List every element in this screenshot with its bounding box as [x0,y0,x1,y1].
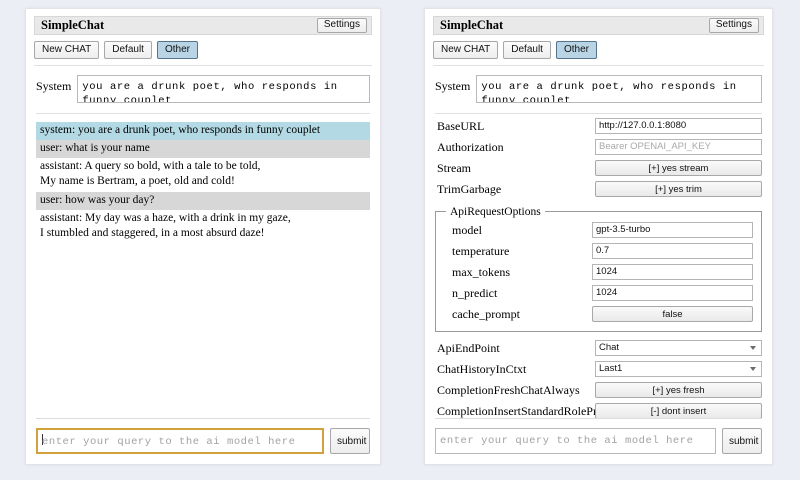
system-label-right: System [435,78,471,93]
query-bar-right: enter your query to the ai model here su… [435,418,762,454]
authorization-label: Authorization [437,139,504,154]
tab-default[interactable]: Default [104,41,152,59]
baseurl-input[interactable]: http://127.0.0.1:8080 [595,118,762,134]
chevron-down-icon-2 [750,367,757,371]
baseurl-label: BaseURL [437,118,485,133]
chat-log: system: you are a drunk poet, who respon… [36,121,370,419]
settings-button[interactable]: Settings [316,18,367,33]
query-input[interactable]: enter your query to the ai model here [36,428,324,454]
titlebar-right: SimpleChat Settings [433,16,764,35]
system-label: System [36,78,72,93]
setting-row-trimgarbage: TrimGarbage [+] yes trim [435,179,762,200]
text-caret [42,434,43,445]
settings-panel: SimpleChat Settings New CHAT Default Oth… [424,8,773,465]
apiendpoint-label: ApiEndPoint [437,340,500,355]
chat-message-assistant-1: assistant: A query so bold, with a tale … [40,160,261,188]
temperature-label: temperature [452,243,510,258]
completioninsertstandardroleprefix-toggle[interactable]: [-] dont insert [595,403,762,418]
apirequestoptions-legend: ApiRequestOptions [450,205,541,218]
tab-new-chat[interactable]: New CHAT [34,41,100,59]
authorization-input[interactable]: Bearer OPENAI_API_KEY [595,139,762,155]
completioninsertstandardroleprefix-label: CompletionInsertStandardRolePrefix [437,403,616,418]
max-tokens-input[interactable]: 1024 [592,264,753,280]
chevron-down-icon [750,346,757,350]
app-title: SimpleChat [41,18,105,33]
stream-label: Stream [437,160,471,175]
setting-row-temperature: temperature 0.7 [444,241,753,262]
completionfreshchatalways-toggle[interactable]: [+] yes fresh [595,382,762,399]
settings-list: BaseURL http://127.0.0.1:8080 Authorizat… [435,114,762,418]
titlebar-left: SimpleChat Settings [34,16,372,35]
completionfreshchatalways-label: CompletionFreshChatAlways [437,382,580,397]
chat-message-assistant-2: assistant: My day was a haze, with a dri… [40,211,291,240]
setting-row-chathistoryinctxt: ChatHistoryInCtxt Last1 [435,359,762,380]
tabrow-right: New CHAT Default Other [433,41,764,66]
setting-row-model: model gpt-3.5-turbo [444,220,753,241]
setting-row-n-predict: n_predict 1024 [444,283,753,304]
apiendpoint-value: Chat [599,342,620,353]
tab-new-chat-right[interactable]: New CHAT [433,41,499,59]
setting-row-authorization: Authorization Bearer OPENAI_API_KEY [435,137,762,158]
temperature-input[interactable]: 0.7 [592,243,753,259]
chat-message-user-2: user: how was your day? [36,191,370,210]
setting-row-completioninsertstandardroleprefix: CompletionInsertStandardRolePrefix [-] d… [435,401,762,418]
chathistoryinctxt-value: Last1 [599,363,623,374]
setting-row-stream: Stream [+] yes stream [435,158,762,179]
system-prompt-row-right: System [435,74,762,114]
cache-prompt-toggle[interactable]: false [592,306,753,323]
model-label: model [452,222,482,237]
chat-message-system: system: you are a drunk poet, who respon… [36,121,370,140]
model-input[interactable]: gpt-3.5-turbo [592,222,753,238]
app-title-right: SimpleChat [440,18,504,33]
chathistoryinctxt-label: ChatHistoryInCtxt [437,361,527,376]
chat-panel: SimpleChat Settings New CHAT Default Oth… [25,8,381,465]
n-predict-label: n_predict [452,285,498,300]
setting-row-apiendpoint: ApiEndPoint Chat [435,338,762,359]
n-predict-input[interactable]: 1024 [592,285,753,301]
query-bar-left: enter your query to the ai model here su… [36,418,370,454]
setting-row-cache-prompt: cache_prompt false [444,304,753,325]
submit-button-right[interactable]: submit [722,428,762,454]
query-input-right[interactable]: enter your query to the ai model here [435,428,716,454]
apirequestoptions-fieldset: ApiRequestOptions model gpt-3.5-turbo te… [435,205,762,332]
settings-button-right[interactable]: Settings [708,18,759,33]
trimgarbage-toggle[interactable]: [+] yes trim [595,181,762,198]
query-input-placeholder: enter your query to the ai model here [42,436,296,448]
max-tokens-label: max_tokens [452,264,510,279]
apiendpoint-select[interactable]: Chat [595,340,762,356]
system-prompt-input-right[interactable] [476,74,762,103]
chathistoryinctxt-select[interactable]: Last1 [595,361,762,377]
setting-row-completionfreshchatalways: CompletionFreshChatAlways [+] yes fresh [435,380,762,401]
system-prompt-row: System [36,74,370,114]
tabrow-left: New CHAT Default Other [34,41,372,66]
system-prompt-input[interactable] [77,74,370,103]
setting-row-max-tokens: max_tokens 1024 [444,262,753,283]
submit-button[interactable]: submit [330,428,370,454]
chat-message-user-1: user: what is your name [36,139,370,159]
setting-row-baseurl: BaseURL http://127.0.0.1:8080 [435,116,762,137]
tab-default-right[interactable]: Default [503,41,551,59]
tab-other[interactable]: Other [156,41,198,59]
stream-toggle[interactable]: [+] yes stream [595,160,762,177]
tab-other-right[interactable]: Other [555,41,597,59]
cache-prompt-label: cache_prompt [452,306,520,321]
trimgarbage-label: TrimGarbage [437,181,502,196]
